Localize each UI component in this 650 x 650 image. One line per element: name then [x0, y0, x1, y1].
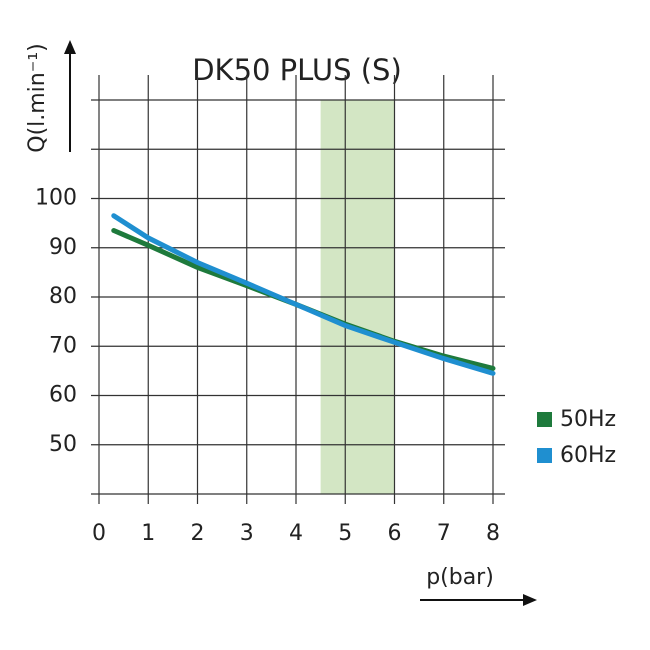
x-tick-label: 0: [92, 521, 106, 546]
line: [111, 213, 496, 376]
y-tick-label: 60: [49, 383, 77, 408]
y-tick-label: 90: [49, 235, 77, 260]
y-tick-label: 100: [35, 186, 77, 211]
y-arrow-head: [64, 40, 76, 54]
x-tick-label: 5: [338, 521, 352, 546]
y-tick-label: 80: [49, 284, 77, 309]
y-tick-label: 50: [49, 432, 77, 457]
x-arrow-head: [523, 594, 537, 606]
x-tick-label: 3: [240, 521, 254, 546]
x-tick-label: 7: [437, 521, 451, 546]
legend-label: 60Hz: [560, 443, 616, 468]
x-tick-label: 2: [191, 521, 205, 546]
chart-title: DK50 PLUS (S): [192, 53, 402, 87]
x-tick-label: 8: [486, 521, 500, 546]
x-axis-label: p(bar): [426, 565, 494, 590]
x-tick-label: 1: [141, 521, 155, 546]
y-tick-label: 70: [49, 333, 77, 358]
x-tick-label: 4: [289, 521, 303, 546]
y-axis-label: Q(l.min⁻¹): [25, 43, 50, 153]
legend-label: 50Hz: [560, 407, 616, 432]
x-tick-label: 6: [388, 521, 402, 546]
legend-swatch: [537, 448, 552, 463]
legend-swatch: [537, 412, 552, 427]
